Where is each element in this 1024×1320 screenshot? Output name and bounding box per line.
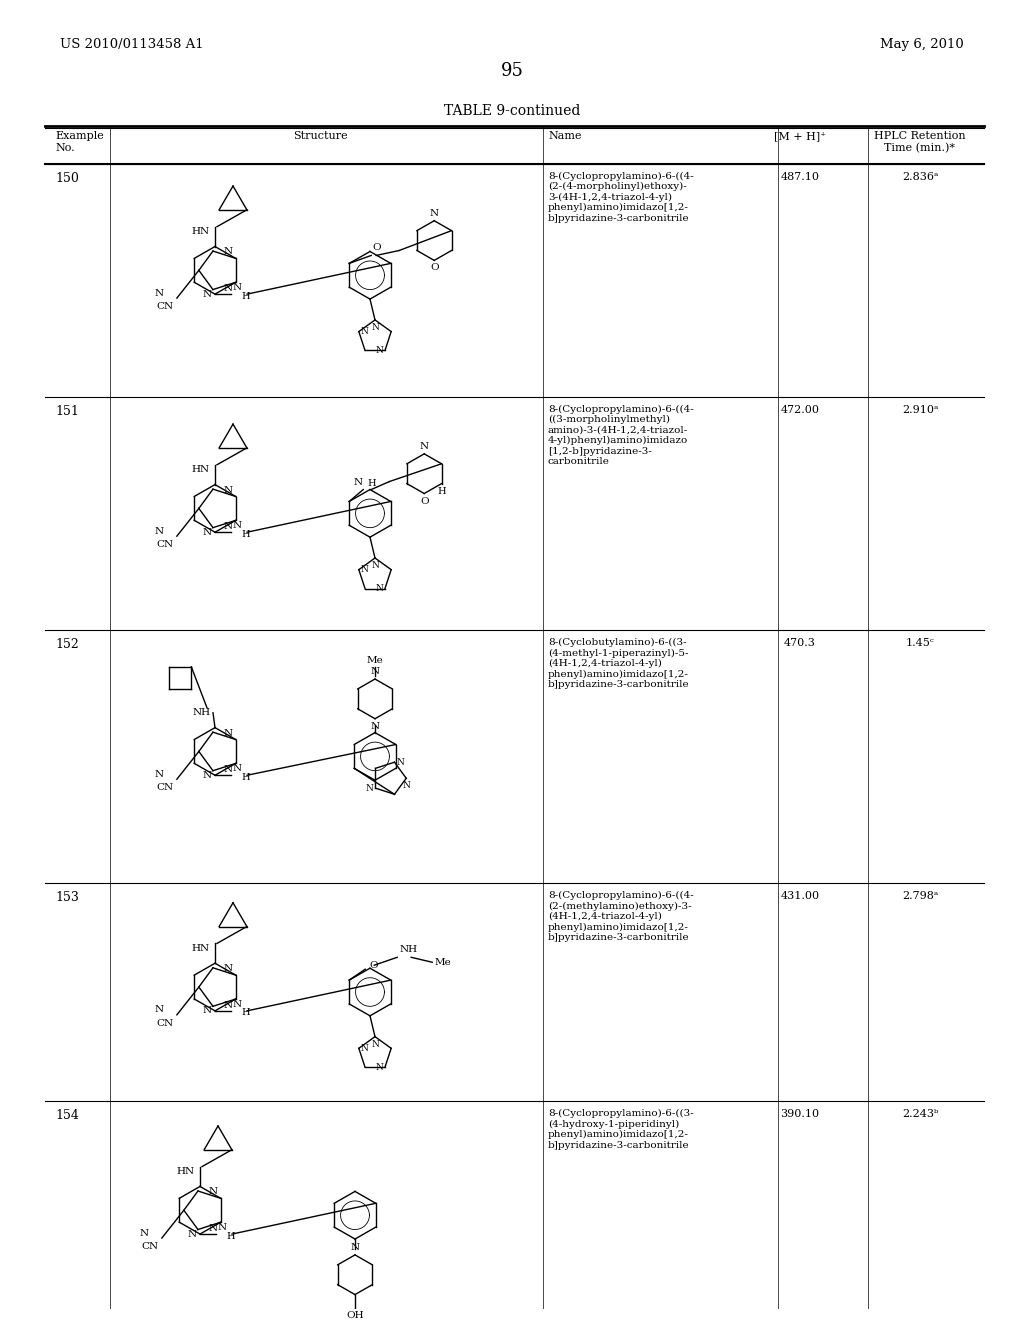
Text: N: N [360, 1044, 369, 1053]
Text: Me: Me [367, 656, 383, 665]
Text: CN: CN [157, 783, 174, 792]
Text: N: N [203, 771, 212, 780]
Text: N: N [223, 284, 232, 293]
Text: N: N [353, 478, 362, 487]
Text: 8-(Cyclobutylamino)-6-((3-
(4-methyl-1-piperazinyl)-5-
(4H-1,2,4-triazol-4-yl)
p: 8-(Cyclobutylamino)-6-((3- (4-methyl-1-p… [548, 638, 689, 689]
Text: N: N [371, 667, 380, 676]
Text: CN: CN [157, 302, 174, 312]
Text: 2.243ᵇ: 2.243ᵇ [902, 1109, 938, 1119]
Text: H: H [437, 487, 445, 495]
Text: 8-(Cyclopropylamino)-6-((4-
((3-morpholinylmethyl)
amino)-3-(4H-1,2,4-triazol-
4: 8-(Cyclopropylamino)-6-((4- ((3-morpholi… [548, 405, 693, 466]
Text: May 6, 2010: May 6, 2010 [881, 38, 964, 50]
Text: 95: 95 [501, 62, 523, 81]
Text: N: N [430, 209, 438, 218]
Text: N: N [420, 442, 429, 451]
Text: 431.00: 431.00 [780, 891, 819, 900]
Text: H: H [241, 529, 250, 539]
Text: N: N [223, 247, 232, 256]
Text: 8-(Cyclopropylamino)-6-((4-
(2-(4-morpholinyl)ethoxy)-
3-(4H-1,2,4-triazol-4-yl): 8-(Cyclopropylamino)-6-((4- (2-(4-morpho… [548, 172, 693, 223]
Text: N: N [233, 764, 242, 774]
Text: H: H [241, 292, 250, 301]
Text: H: H [241, 772, 250, 781]
Text: NH: NH [399, 945, 418, 954]
Text: O: O [430, 264, 438, 272]
Text: N: N [187, 1229, 197, 1238]
Text: N: N [203, 528, 212, 537]
Text: N: N [223, 523, 232, 531]
Text: N: N [366, 784, 374, 792]
Text: 472.00: 472.00 [780, 405, 819, 414]
Text: 487.10: 487.10 [780, 172, 819, 182]
Text: N: N [155, 770, 164, 779]
Text: 153: 153 [55, 891, 79, 904]
Text: 2.798ᵃ: 2.798ᵃ [902, 891, 938, 900]
Text: 150: 150 [55, 172, 79, 185]
Text: N: N [223, 1001, 232, 1010]
Text: Structure: Structure [293, 131, 347, 141]
Text: CN: CN [157, 540, 174, 549]
Text: Example
No.: Example No. [55, 131, 103, 153]
Text: N: N [139, 1229, 148, 1238]
Text: N: N [155, 289, 164, 297]
Text: HN: HN [191, 944, 210, 953]
Text: HPLC Retention
Time (min.)*: HPLC Retention Time (min.)* [874, 131, 966, 153]
Text: 8-(Cyclopropylamino)-6-((3-
(4-hydroxy-1-piperidinyl)
phenyl)amino)imidazo[1,2-
: 8-(Cyclopropylamino)-6-((3- (4-hydroxy-1… [548, 1109, 693, 1150]
Text: 470.3: 470.3 [784, 638, 816, 648]
Text: O: O [372, 243, 381, 252]
Text: 8-(Cyclopropylamino)-6-((4-
(2-(methylamino)ethoxy)-3-
(4H-1,2,4-triazol-4-yl)
p: 8-(Cyclopropylamino)-6-((4- (2-(methylam… [548, 891, 693, 942]
Text: N: N [375, 1063, 383, 1072]
Text: HN: HN [191, 227, 210, 236]
Text: N: N [375, 583, 383, 593]
Text: 152: 152 [55, 638, 79, 651]
Text: 154: 154 [55, 1109, 79, 1122]
Text: HN: HN [191, 465, 210, 474]
Text: H: H [226, 1232, 234, 1241]
Text: CN: CN [141, 1242, 159, 1251]
Text: N: N [155, 527, 164, 536]
Text: N: N [233, 521, 242, 531]
Text: O: O [370, 961, 378, 970]
Text: N: N [360, 327, 369, 337]
Text: N: N [360, 565, 369, 574]
Text: N: N [371, 722, 380, 731]
Text: N: N [371, 561, 379, 570]
Text: N: N [375, 346, 383, 355]
Text: N: N [223, 486, 232, 495]
Text: N: N [371, 323, 379, 331]
Text: N: N [218, 1224, 227, 1232]
Text: 2.836ᵃ: 2.836ᵃ [902, 172, 938, 182]
Text: US 2010/0113458 A1: US 2010/0113458 A1 [60, 38, 204, 50]
Text: N: N [223, 766, 232, 775]
Text: HN: HN [177, 1167, 195, 1176]
Text: N: N [223, 729, 232, 738]
Text: TABLE 9-continued: TABLE 9-continued [443, 104, 581, 119]
Text: N: N [209, 1188, 218, 1196]
Text: Me: Me [434, 958, 451, 966]
Text: N: N [371, 1040, 379, 1048]
Text: N: N [223, 964, 232, 973]
Text: N: N [350, 1243, 359, 1251]
Text: H: H [368, 479, 376, 487]
Text: N: N [233, 284, 242, 292]
Text: N: N [402, 781, 411, 791]
Text: H: H [241, 1008, 250, 1018]
Text: 390.10: 390.10 [780, 1109, 819, 1119]
Text: 1.45ᶜ: 1.45ᶜ [905, 638, 934, 648]
Text: N: N [209, 1224, 218, 1233]
Text: N: N [155, 1006, 164, 1014]
Text: 2.910ᵃ: 2.910ᵃ [902, 405, 938, 414]
Text: N: N [233, 999, 242, 1008]
Text: CN: CN [157, 1019, 174, 1028]
Text: OH: OH [346, 1312, 364, 1320]
Text: NH: NH [193, 709, 211, 717]
Text: [M + H]⁺: [M + H]⁺ [774, 131, 826, 141]
Text: 151: 151 [55, 405, 79, 417]
Text: N: N [396, 758, 404, 767]
Text: Name: Name [548, 131, 582, 141]
Text: O: O [420, 496, 428, 506]
Text: N: N [203, 1006, 212, 1015]
Text: N: N [203, 289, 212, 298]
